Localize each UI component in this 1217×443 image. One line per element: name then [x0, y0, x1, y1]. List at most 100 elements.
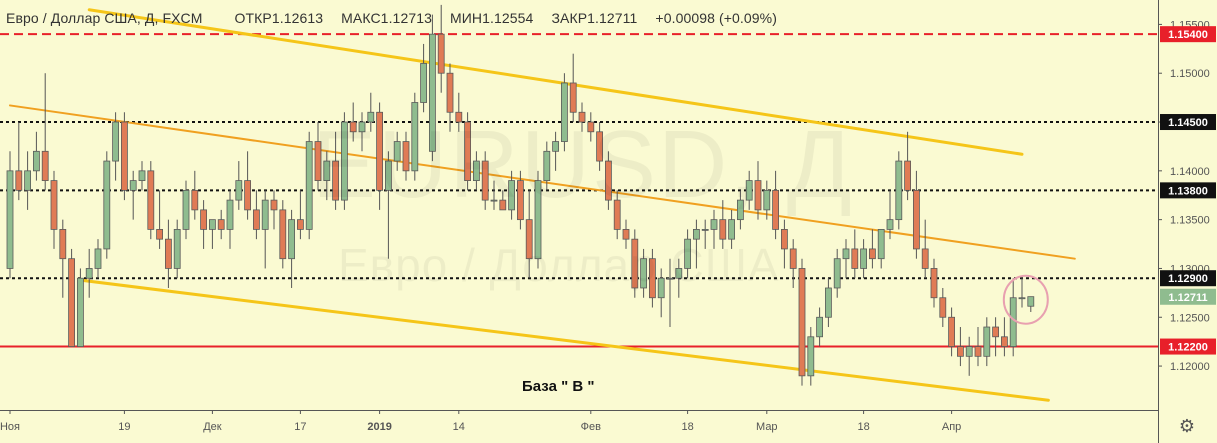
candle-body [235, 180, 243, 201]
candle-body [1001, 336, 1008, 347]
candle-body [103, 160, 111, 250]
candle-body [983, 326, 991, 357]
candle-body [156, 229, 164, 240]
price-level-label: 1.14500 [1168, 117, 1208, 129]
candle-body [534, 180, 542, 260]
candle-body [578, 111, 586, 123]
candle-body [261, 199, 269, 230]
candle-body [358, 121, 366, 133]
candle-body [596, 131, 603, 162]
candle-body [772, 189, 779, 230]
candle-body [367, 111, 375, 123]
x-tick-label: 2019 [367, 421, 391, 433]
candle-body [860, 248, 867, 269]
price-level-label: 1.12900 [1168, 273, 1208, 285]
candle-body [349, 121, 357, 133]
x-tick-label: Дек [203, 421, 222, 433]
candle-body [825, 287, 832, 318]
candle-body [226, 199, 234, 230]
candle-body [244, 180, 252, 211]
candle-body [121, 121, 128, 191]
candle-body [613, 199, 621, 230]
candle-body [1027, 296, 1035, 307]
candle-body [252, 209, 260, 230]
candle-body [605, 160, 612, 201]
candle-body [490, 199, 498, 202]
candle-body [279, 209, 287, 260]
x-tick-label: Апр [942, 421, 961, 433]
candle-body [208, 219, 216, 230]
candle-body [675, 268, 683, 279]
candle-body [789, 248, 797, 269]
chart-settings-gear-icon[interactable]: ⚙ [1178, 416, 1196, 436]
candle-body [807, 336, 815, 377]
candle-body [420, 63, 428, 103]
candle-body [41, 150, 49, 181]
candle-body [437, 33, 445, 74]
candle-body [851, 248, 859, 269]
price-label-bg [1160, 270, 1216, 287]
candle-body [428, 33, 436, 152]
candle-body [340, 121, 348, 201]
candle-body [745, 180, 753, 201]
low-value: МИН1.12554 [450, 10, 534, 26]
candle-body [719, 219, 727, 240]
price-label-bg [1160, 338, 1216, 355]
candle-body [147, 170, 155, 230]
price-label-bg [1160, 288, 1216, 305]
candle-body [402, 141, 410, 172]
candle-body [33, 150, 40, 172]
y-tick-label: 1.15000 [1170, 68, 1210, 80]
x-tick-label: 19 [118, 421, 130, 433]
candle-body [622, 229, 630, 240]
x-tick-label: Фев [581, 421, 601, 433]
candle-body [472, 160, 480, 181]
candle-body [411, 102, 419, 172]
y-tick-label: 1.13500 [1170, 215, 1210, 227]
candle-body [217, 219, 225, 230]
candle-body [569, 82, 577, 113]
candle-body [464, 121, 472, 181]
candle-body [182, 189, 190, 230]
candle-body [710, 219, 718, 230]
candle-body [15, 170, 23, 191]
candle-body [525, 219, 533, 260]
candle-body [913, 189, 920, 250]
candle-body [323, 160, 331, 181]
candle-body [869, 248, 876, 260]
price-label-bg [1160, 26, 1216, 43]
candle-body [138, 170, 146, 181]
candle-body [781, 229, 788, 250]
y-tick-label: 1.14000 [1170, 166, 1210, 178]
candle-body [499, 199, 507, 211]
candle-body [173, 229, 181, 269]
price-label-bg [1160, 114, 1216, 131]
candle-body [921, 248, 929, 269]
candle-body [112, 121, 119, 162]
candle-body [481, 160, 489, 201]
candle-body [974, 346, 982, 357]
candle-body [332, 160, 340, 201]
x-tick-label: 18 [681, 421, 693, 433]
candle-body [737, 199, 744, 221]
trendline-channel-top [87, 8, 1024, 156]
candle-body [270, 199, 278, 211]
name-watermark: Евро / Доллар США [338, 239, 780, 291]
candle-body [6, 170, 14, 269]
candle-body [1009, 297, 1017, 347]
candle-body [728, 219, 735, 240]
x-tick-label: 14 [453, 421, 465, 433]
x-tick-label: 17 [294, 421, 306, 433]
candle-body [446, 72, 454, 113]
x-tick-label: 18 [857, 421, 869, 433]
candle-body [384, 160, 392, 191]
price-level-label: 1.13800 [1168, 185, 1208, 197]
candle-body [552, 141, 559, 152]
high-value: МАКС1.12713 [341, 10, 432, 26]
candle-body [895, 160, 903, 221]
candle-body [631, 238, 639, 289]
candle-body [314, 141, 322, 181]
close-value: ЗАКР1.12711 [551, 10, 638, 26]
candle-body [992, 326, 999, 338]
